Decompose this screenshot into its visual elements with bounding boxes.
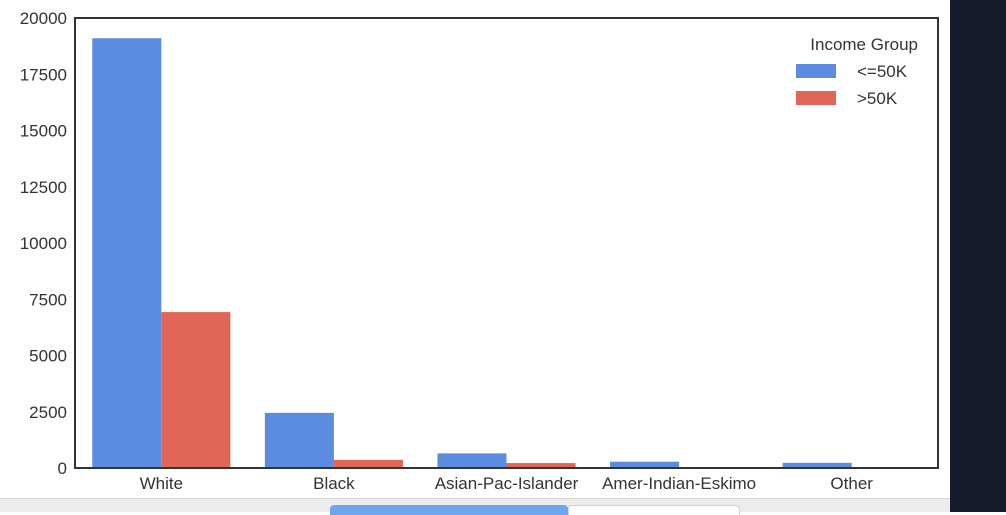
bar-chart: 0 2500 5000 7500 10000 12500 15000 17500 20000 W… [20,9,939,493]
y-tick-label: 12500 [20,178,67,197]
bar-asian-pac-islander-series-1 [437,453,507,468]
y-tick-label: 10000 [20,234,67,253]
bottom-tab-active[interactable] [330,505,568,515]
y-tick-label: 0 [58,459,67,478]
legend: Income Group <=50K >50K [796,35,918,108]
bar-white-series-1 [92,38,162,468]
x-tick-label: White [140,474,183,493]
chart-area: 0 2500 5000 7500 10000 12500 15000 17500 20000 W… [19,9,939,493]
y-axis: 0 2500 5000 7500 10000 12500 15000 17500 20000 [20,9,67,478]
plot-frame [74,17,939,469]
legend-label: <=50K [857,62,908,81]
bar-white-series-2 [161,312,231,468]
y-tick-label: 7500 [29,290,67,309]
bottom-tab[interactable] [568,505,740,515]
legend-swatch-1 [796,64,836,78]
legend-label: >50K [857,89,898,108]
y-tick-label: 2500 [29,403,67,422]
bottom-tab-strip [0,498,950,515]
y-tick-label: 5000 [29,347,67,366]
x-tick-label: Amer-Indian-Eskimo [602,474,756,493]
y-tick-label: 15000 [20,122,67,141]
legend-title: Income Group [810,35,918,54]
bar-black-series-1 [264,412,334,468]
bar-amer-indian-eskimo-series-1 [610,461,680,468]
y-tick-label: 17500 [20,65,67,84]
x-tick-label: Other [830,474,873,493]
bar-black-series-2 [333,459,403,468]
legend-swatch-2 [796,91,836,105]
bar-asian-pac-islander-series-2 [506,463,576,468]
y-tick-label: 20000 [20,9,67,28]
x-tick-label: Black [313,474,355,493]
x-axis: White Black Asian-Pac-Islander Amer-Indian-… [140,474,874,493]
x-tick-label: Asian-Pac-Islander [435,474,579,493]
bar-other-series-1 [782,462,852,468]
side-panel [950,0,1006,512]
